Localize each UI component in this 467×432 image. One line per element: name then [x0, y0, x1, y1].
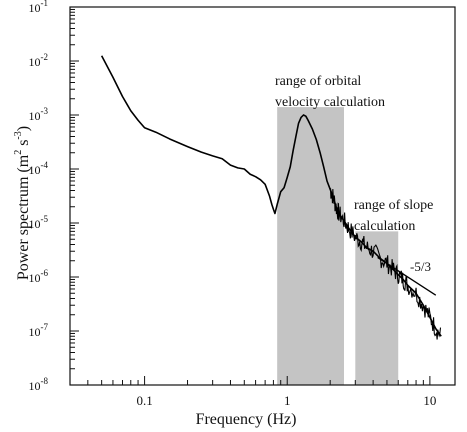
orbital-velocity-range-band [277, 107, 344, 386]
y-tick-label: 10-2 [29, 52, 49, 69]
y-tick-label: 10-5 [29, 214, 49, 231]
y-axis-label-close: ) [15, 126, 32, 131]
series-group [100, 55, 442, 340]
y-tick-label: 10-4 [29, 160, 49, 177]
y-tick-label: 10-1 [29, 0, 49, 15]
y-axis-label-text: Power spectrum (m [15, 154, 32, 280]
slope-reference-label: -5/3 [410, 259, 431, 274]
shaded-regions [277, 107, 399, 386]
x-tick-label: 1 [284, 393, 291, 408]
annotations: range of orbital velocity calculation rang… [275, 74, 433, 274]
y-tick-label: 10-6 [29, 268, 49, 285]
y-axis-label-exp1: 2 [13, 150, 24, 155]
plot-frame [69, 6, 456, 386]
y-tick-label: 10-3 [29, 106, 49, 123]
x-axis-label: Frequency (Hz) [196, 411, 297, 428]
x-tick-label: 10 [423, 393, 436, 408]
y-tick-label: 10-7 [29, 322, 49, 339]
orbital-range-label: range of orbital [275, 74, 361, 89]
slope-range-band [355, 231, 399, 385]
y-tick-label: 10-8 [29, 376, 49, 393]
y-axis-ticks: 10-8 10-7 10-6 10-5 10-4 10-3 10-2 10-1 [29, 0, 79, 393]
y-axis-label: Power spectrum (m2 s-3) [13, 126, 32, 280]
x-axis-ticks: 0.1 1 10 [69, 376, 436, 408]
orbital-range-label: velocity calculation [275, 95, 385, 110]
y-axis-label-mid: s [15, 140, 32, 150]
spectrum-noise-0 [329, 187, 442, 340]
slope-range-label: range of slope [354, 198, 433, 213]
y-axis-label-exp2: -3 [13, 131, 24, 139]
x-tick-label: 0.1 [136, 393, 152, 408]
slope-range-label: calculation [354, 219, 415, 234]
